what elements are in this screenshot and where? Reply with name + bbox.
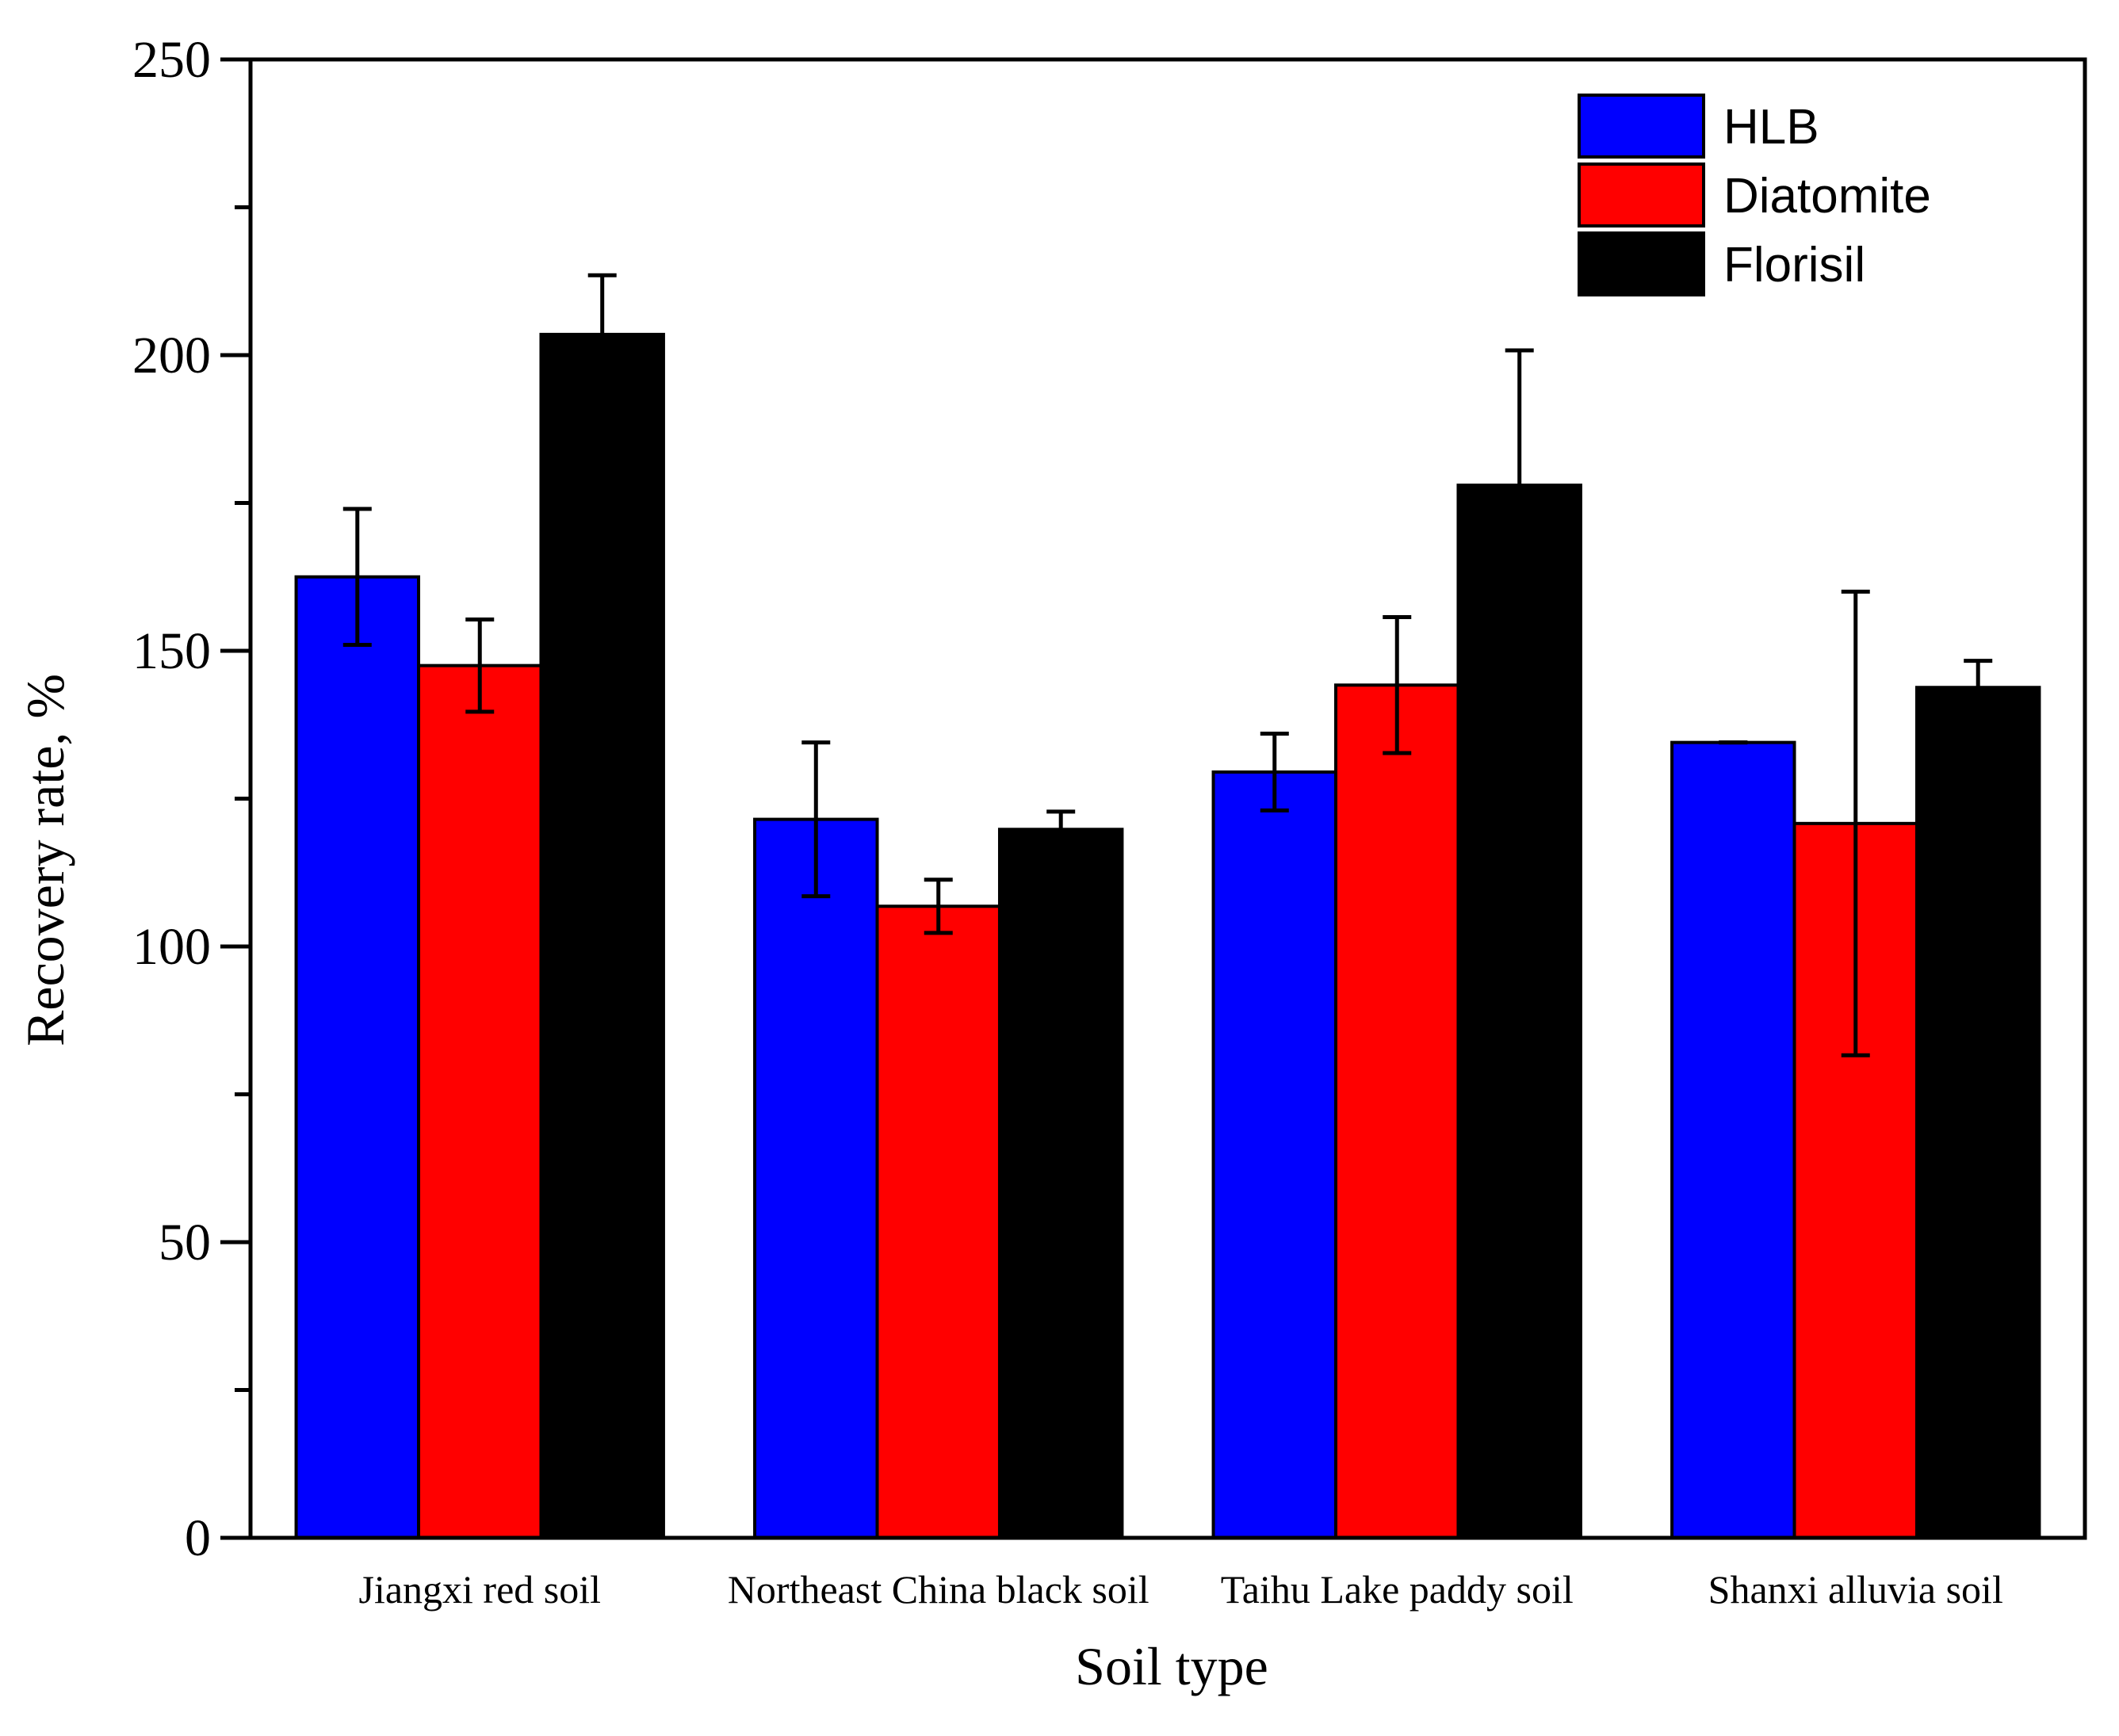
legend-swatch-hlb xyxy=(1578,94,1705,159)
bar-diatomite-0 xyxy=(417,663,543,1539)
bar-hlb-1 xyxy=(753,817,879,1539)
x-tick-label-2: Taihu Lake paddy soil xyxy=(1221,1567,1574,1612)
legend-swatch-diatomite xyxy=(1578,163,1705,228)
y-tick-label-2: 100 xyxy=(132,918,211,976)
bar-diatomite-1 xyxy=(875,904,1001,1539)
legend-label-diatomite: Diatomite xyxy=(1723,169,1931,224)
bar-florisil-1 xyxy=(997,828,1124,1539)
bar-florisil-0 xyxy=(539,332,665,1539)
legend-label-hlb: HLB xyxy=(1723,100,1819,155)
y-tick-label-4: 200 xyxy=(132,327,211,384)
bar-diatomite-2 xyxy=(1334,683,1460,1540)
x-tick-label-0: Jiangxi red soil xyxy=(358,1567,601,1612)
legend: HLB Diatomite Florisil xyxy=(1578,94,1931,296)
legend-swatch-florisil xyxy=(1578,231,1705,296)
bar-hlb-2 xyxy=(1211,770,1338,1539)
x-tick-label-1: Northeast China black soil xyxy=(728,1567,1149,1612)
bar-hlb-3 xyxy=(1670,740,1796,1539)
bar-florisil-3 xyxy=(1914,686,2041,1540)
legend-label-florisil: Florisil xyxy=(1723,238,1865,293)
bars-layer xyxy=(294,332,2041,1540)
y-tick-label-0: 0 xyxy=(185,1509,211,1567)
x-axis-title: Soil type xyxy=(1075,1636,1268,1696)
bar-hlb-0 xyxy=(294,575,421,1539)
y-tick-label-3: 150 xyxy=(132,622,211,680)
x-tick-label-3: Shanxi alluvia soil xyxy=(1708,1567,2003,1612)
y-tick-label-1: 50 xyxy=(159,1214,211,1271)
error-bars-layer xyxy=(342,273,1993,1057)
axes-layer: Jiangxi red soil Northeast China black so… xyxy=(132,31,2087,1612)
bar-florisil-2 xyxy=(1456,484,1582,1539)
y-axis-title: Recovery rate, % xyxy=(15,674,75,1046)
y-tick-label-5: 250 xyxy=(132,31,211,89)
